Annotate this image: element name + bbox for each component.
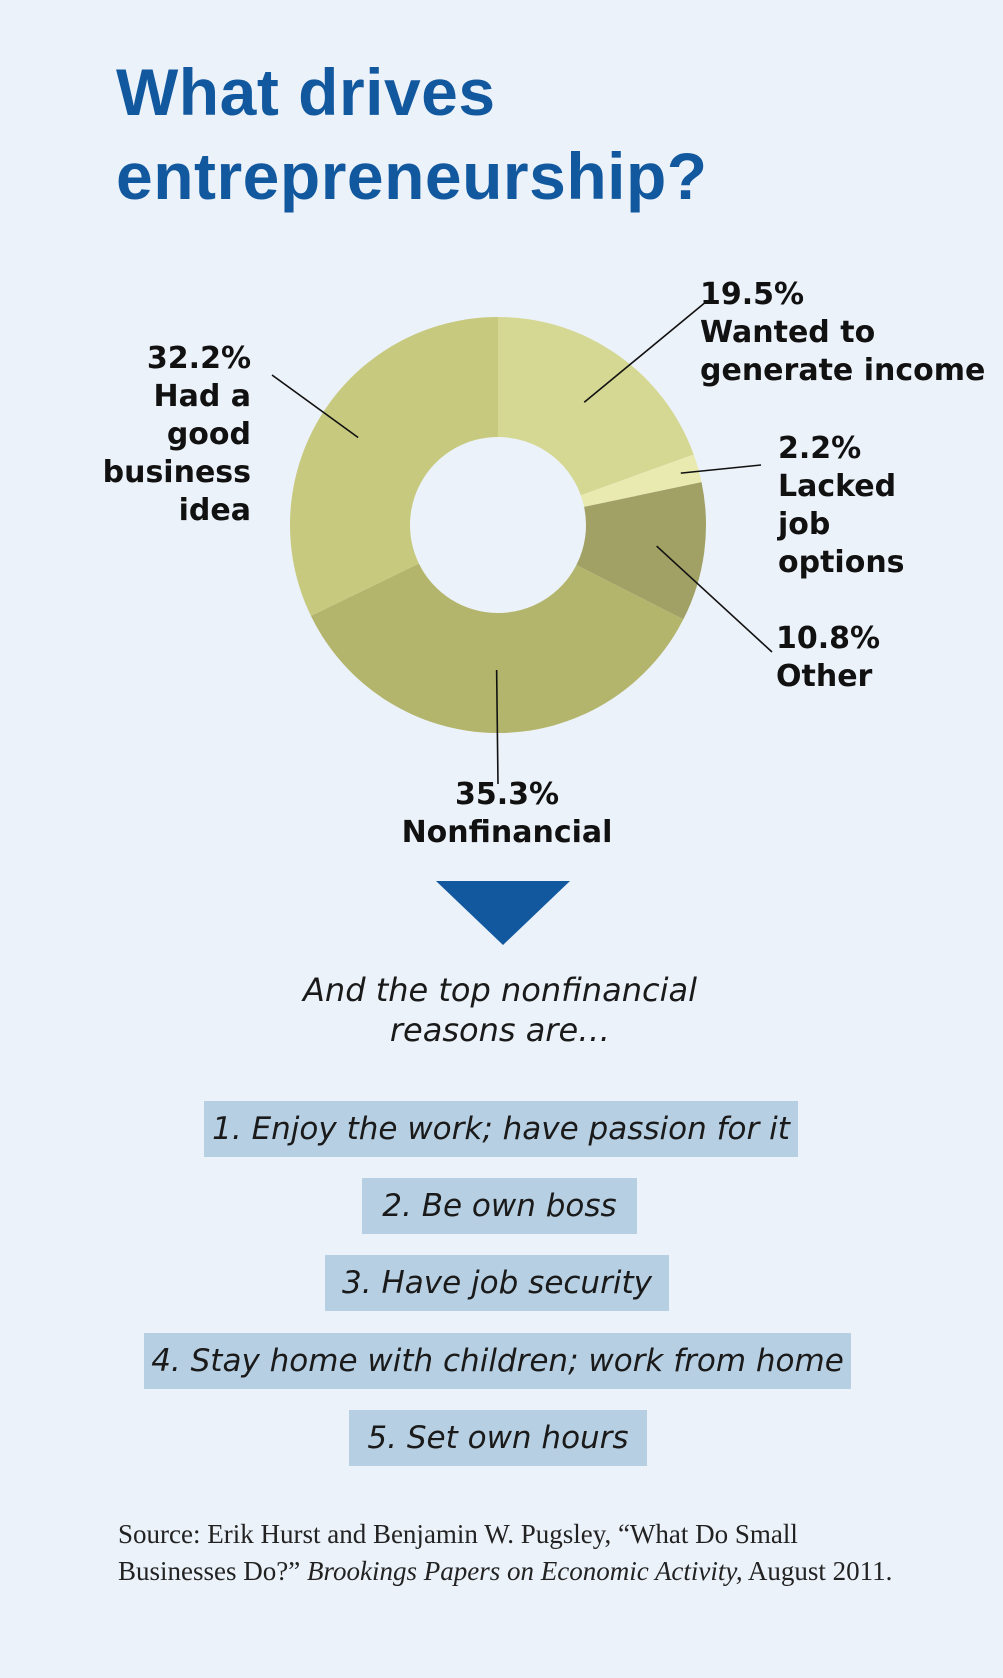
slice-had-a-good-business-idea xyxy=(290,317,498,616)
label-other: 10.8% Other xyxy=(776,620,880,696)
reason-item-1: 1. Enjoy the work; have passion for it xyxy=(204,1101,798,1157)
label-lacked-job-options-line-1: Lacked xyxy=(778,469,897,504)
label-good-idea-line-1: Had a xyxy=(153,379,251,414)
label-good-idea: 32.2% Had a good business idea xyxy=(103,340,251,530)
slice-wanted-to-generate-income xyxy=(498,317,694,496)
label-good-idea-line-3: business xyxy=(102,455,251,490)
label-generate-income-line-2: generate income xyxy=(700,353,986,388)
slice-lacked-job-options xyxy=(580,454,702,507)
label-nonfinancial-pct: 35.3% xyxy=(454,777,560,812)
reason-item-4: 4. Stay home with children; work from ho… xyxy=(144,1333,851,1389)
reason-item-3: 3. Have job security xyxy=(325,1255,669,1311)
label-good-idea-line-2: good xyxy=(166,417,251,452)
leader-line-other xyxy=(656,545,773,653)
label-generate-income: 19.5% Wanted to generate income xyxy=(700,276,985,390)
source-lead: Source: Erik Hurst and Benjamin W. Pugsl… xyxy=(118,1519,798,1586)
label-generate-income-pct: 19.5% xyxy=(700,277,805,312)
label-lacked-job-options-line-3: options xyxy=(778,545,905,580)
reason-item-2: 2. Be own boss xyxy=(362,1178,637,1234)
label-good-idea-pct: 32.2% xyxy=(146,341,251,376)
down-arrow-icon xyxy=(436,881,570,945)
slice-other xyxy=(576,482,706,620)
nonfinancial-intro: And the top nonfinancial reasons are… xyxy=(250,970,750,1050)
label-lacked-job-options-line-2: job xyxy=(778,507,831,542)
title-line-1: What drives xyxy=(116,55,496,129)
label-other-pct: 10.8% xyxy=(776,621,881,656)
label-other-line-1: Other xyxy=(776,659,873,694)
page-title: What drives entrepreneurship? xyxy=(116,50,708,218)
label-nonfinancial: 35.3% Nonfinancial xyxy=(380,776,634,852)
intro-line-2: reasons are… xyxy=(389,1011,611,1049)
label-generate-income-line-1: Wanted to xyxy=(700,315,876,350)
leader-line-had-a-good-business-idea xyxy=(271,374,359,439)
label-lacked-job-options-pct: 2.2% xyxy=(778,431,862,466)
source-citation: Source: Erik Hurst and Benjamin W. Pugsl… xyxy=(118,1516,898,1590)
source-publication: Brookings Papers on Economic Activity, xyxy=(306,1556,743,1586)
leader-line-lacked-job-options xyxy=(680,464,762,474)
intro-line-1: And the top nonfinancial xyxy=(303,971,697,1009)
title-line-2: entrepreneurship? xyxy=(116,139,708,213)
slice-nonfinancial xyxy=(310,563,684,733)
donut-chart xyxy=(271,300,773,785)
label-nonfinancial-line-1: Nonfinancial xyxy=(401,815,613,850)
reason-item-5: 5. Set own hours xyxy=(349,1410,647,1466)
leader-line-wanted-to-generate-income xyxy=(583,300,708,403)
label-good-idea-line-4: idea xyxy=(178,493,251,528)
source-date: August 2011. xyxy=(742,1556,893,1586)
leader-line-nonfinancial xyxy=(495,669,499,785)
label-lacked-job-options: 2.2% Lacked job options xyxy=(778,430,905,582)
